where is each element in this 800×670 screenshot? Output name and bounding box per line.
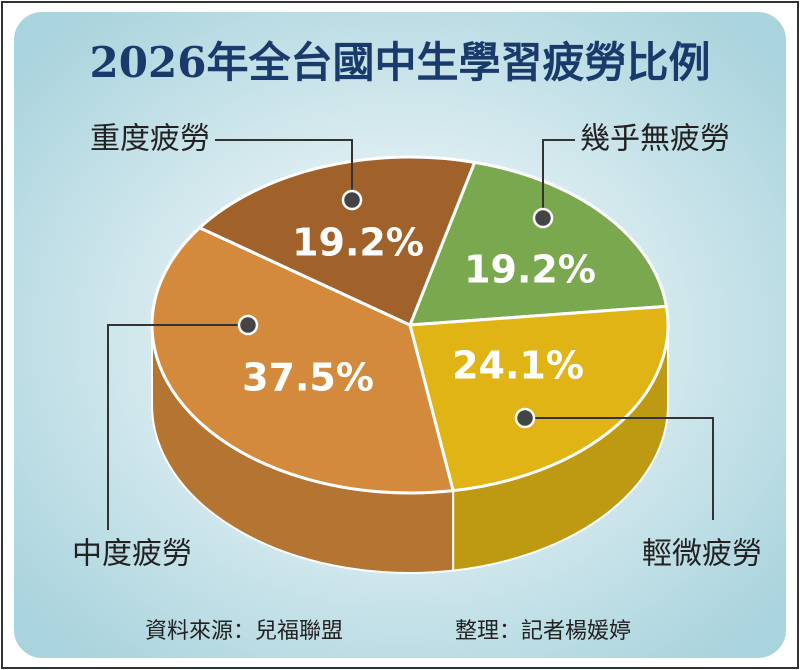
category-label: 輕微疲勞: [642, 537, 762, 572]
pie: 19.2% 幾乎無疲勞 24.1% 輕微疲勞 37.5% 中度疲勞 19.2% 重度疲勞: [72, 122, 762, 574]
chart-title: 2026年全台國中生學習疲勞比例: [90, 38, 711, 87]
source: 資料來源：兒福聯盟: [145, 619, 343, 644]
editor: 整理：記者楊媛婷: [455, 619, 631, 644]
category-label: 幾乎無疲勞: [580, 122, 730, 157]
leader-line: [215, 139, 353, 200]
callout-dot: [514, 407, 536, 429]
value-label: 19.2%: [292, 221, 424, 265]
slice: [407, 160, 669, 327]
slice: [196, 155, 477, 328]
callout-dot: [341, 189, 363, 211]
leader-line: [525, 417, 714, 520]
callout-dot: [532, 207, 554, 229]
value-label: 37.5%: [242, 356, 374, 400]
category-label: 中度疲勞: [72, 537, 192, 572]
slice: [408, 304, 670, 493]
callout-dot: [237, 314, 259, 336]
leader-line: [107, 324, 248, 530]
value-label: 19.2%: [464, 248, 596, 292]
value-label: 24.1%: [452, 344, 584, 388]
category-label: 重度疲勞: [90, 122, 210, 157]
leader-line: [542, 139, 575, 218]
slice: [150, 225, 456, 495]
